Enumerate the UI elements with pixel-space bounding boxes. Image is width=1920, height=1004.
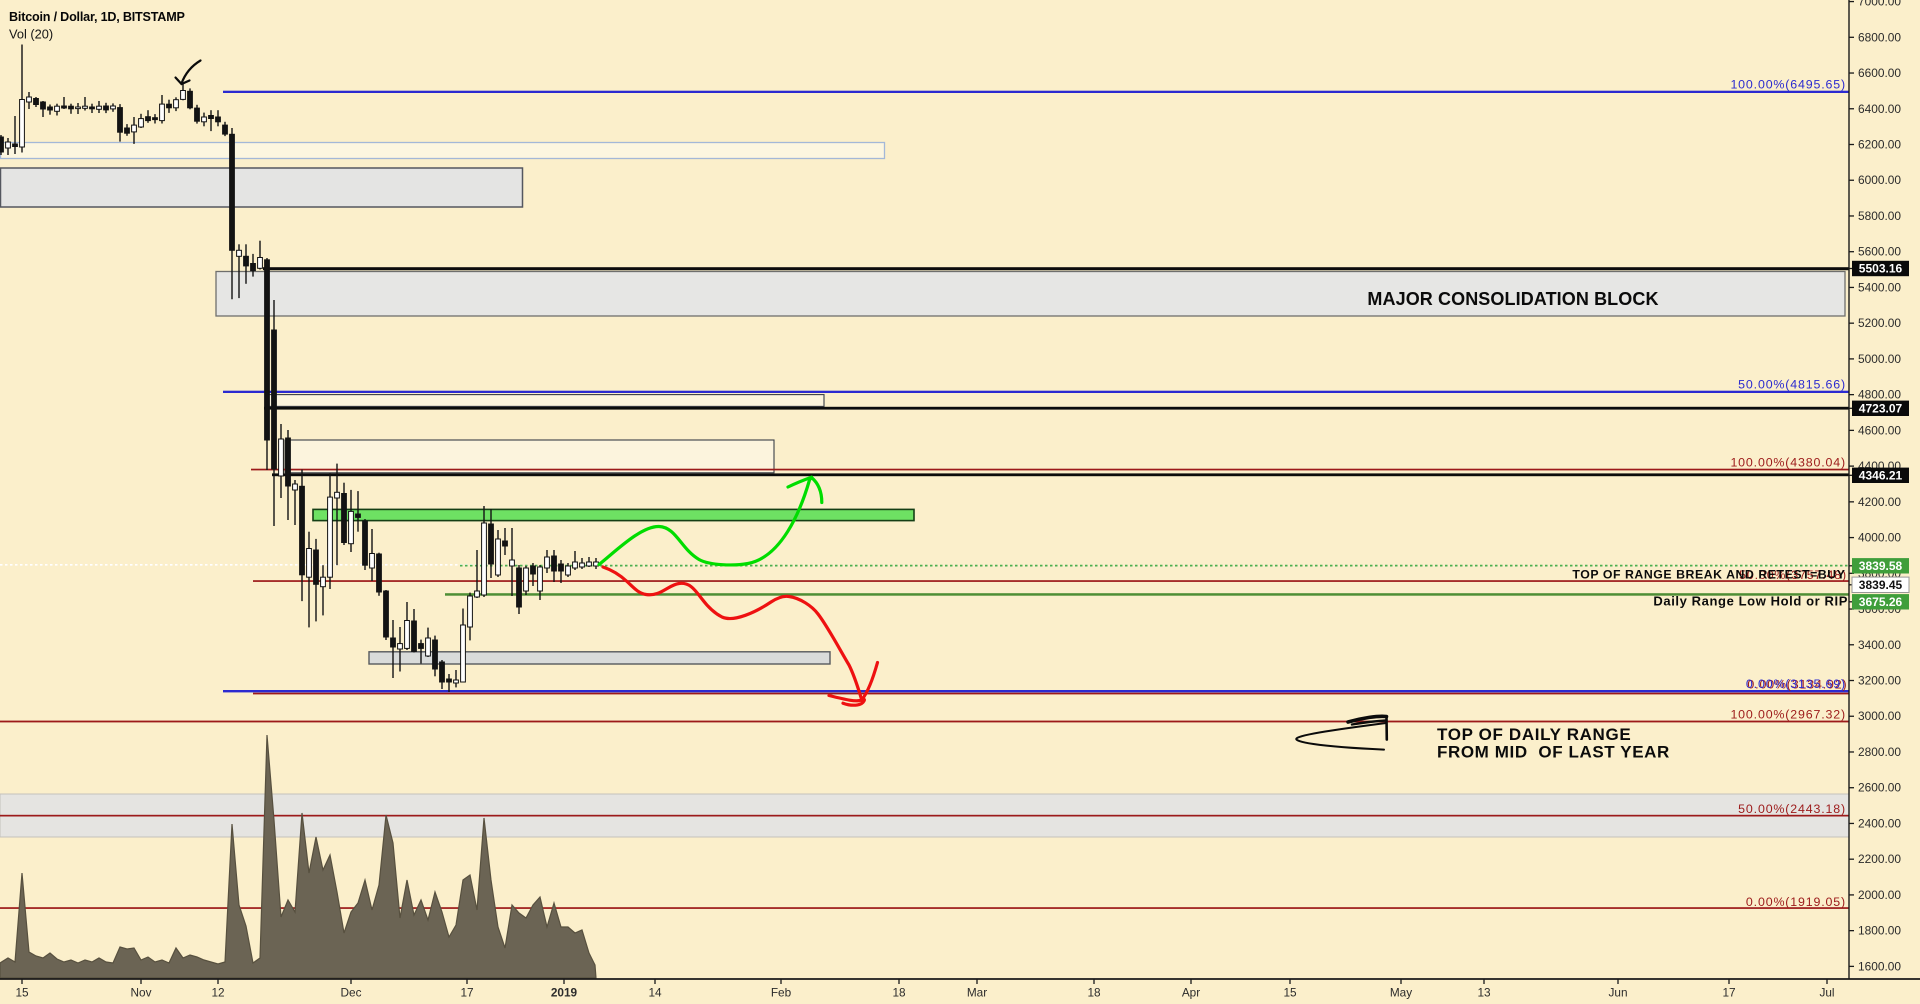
- svg-text:13: 13: [1477, 985, 1491, 999]
- svg-text:4723.07: 4723.07: [1859, 401, 1903, 415]
- svg-text:18: 18: [892, 985, 906, 999]
- svg-text:3839.58: 3839.58: [1859, 559, 1903, 573]
- svg-text:15: 15: [15, 985, 29, 999]
- svg-text:100.00%(4380.04): 100.00%(4380.04): [1730, 456, 1846, 470]
- svg-text:0.00%(3134.92): 0.00%(3134.92): [1747, 678, 1847, 692]
- svg-text:2800.00: 2800.00: [1858, 745, 1901, 759]
- svg-text:4000.00: 4000.00: [1858, 531, 1901, 545]
- svg-text:4200.00: 4200.00: [1858, 495, 1901, 509]
- svg-text:5000.00: 5000.00: [1858, 352, 1901, 366]
- svg-text:1800.00: 1800.00: [1858, 924, 1901, 938]
- svg-text:Bitcoin / Dollar, 1D, BITSTAMP: Bitcoin / Dollar, 1D, BITSTAMP: [9, 10, 185, 24]
- svg-text:6200.00: 6200.00: [1858, 138, 1901, 152]
- svg-text:100.00%(2967.32): 100.00%(2967.32): [1730, 708, 1846, 722]
- svg-text:5200.00: 5200.00: [1858, 316, 1901, 330]
- svg-text:50.00%(3757.48): 50.00%(3757.48): [1739, 568, 1847, 582]
- svg-text:6600.00: 6600.00: [1858, 66, 1901, 80]
- svg-text:Dec: Dec: [341, 985, 362, 999]
- svg-text:5400.00: 5400.00: [1858, 280, 1901, 294]
- svg-text:12: 12: [211, 985, 224, 999]
- svg-text:6000.00: 6000.00: [1858, 173, 1901, 187]
- svg-text:3000.00: 3000.00: [1858, 709, 1901, 723]
- svg-text:0.00%(3135.69): 0.00%(3135.69): [1746, 677, 1846, 691]
- svg-text:4600.00: 4600.00: [1858, 423, 1901, 437]
- svg-text:2000.00: 2000.00: [1858, 888, 1901, 902]
- svg-text:4800.00: 4800.00: [1858, 388, 1901, 402]
- svg-text:FROM MID OF LAST YEAR: FROM MID OF LAST YEAR: [1437, 743, 1670, 762]
- svg-text:1600.00: 1600.00: [1858, 959, 1901, 973]
- svg-text:6400.00: 6400.00: [1858, 102, 1901, 116]
- svg-text:15: 15: [1283, 985, 1297, 999]
- svg-text:2400.00: 2400.00: [1858, 816, 1901, 830]
- svg-text:May: May: [1390, 985, 1412, 999]
- svg-text:50.00%(4815.66): 50.00%(4815.66): [1738, 378, 1846, 392]
- svg-text:5800.00: 5800.00: [1858, 209, 1901, 223]
- svg-text:14: 14: [648, 985, 662, 999]
- svg-text:7000.00: 7000.00: [1858, 0, 1901, 9]
- svg-text:Apr: Apr: [1182, 985, 1200, 999]
- svg-text:0.00%(1919.05): 0.00%(1919.05): [1746, 895, 1846, 909]
- svg-text:Feb: Feb: [771, 985, 792, 999]
- svg-text:4346.21: 4346.21: [1859, 468, 1903, 482]
- svg-text:5503.16: 5503.16: [1859, 262, 1903, 276]
- svg-text:Jun: Jun: [1608, 985, 1627, 999]
- svg-text:Nov: Nov: [131, 985, 152, 999]
- svg-text:3839.45: 3839.45: [1859, 578, 1903, 592]
- svg-text:2200.00: 2200.00: [1858, 852, 1901, 866]
- svg-text:17: 17: [460, 985, 473, 999]
- svg-text:17: 17: [1722, 985, 1735, 999]
- svg-text:6800.00: 6800.00: [1858, 30, 1901, 44]
- svg-text:18: 18: [1087, 985, 1101, 999]
- svg-text:5600.00: 5600.00: [1858, 245, 1901, 259]
- svg-text:2600.00: 2600.00: [1858, 781, 1901, 795]
- svg-text:3400.00: 3400.00: [1858, 638, 1901, 652]
- svg-text:50.00%(2443.18): 50.00%(2443.18): [1738, 802, 1846, 816]
- svg-text:MAJOR CONSOLIDATION BLOCK: MAJOR CONSOLIDATION BLOCK: [1367, 289, 1658, 309]
- svg-text:100.00%(6495.65): 100.00%(6495.65): [1730, 78, 1846, 92]
- svg-text:2019: 2019: [551, 985, 578, 999]
- svg-text:3200.00: 3200.00: [1858, 674, 1901, 688]
- svg-text:TOP OF DAILY RANGE: TOP OF DAILY RANGE: [1437, 725, 1631, 744]
- svg-text:3675.26: 3675.26: [1859, 595, 1903, 609]
- svg-text:Vol (20): Vol (20): [9, 27, 53, 42]
- svg-text:Daily Range Low Hold or RIP: Daily Range Low Hold or RIP: [1653, 594, 1848, 609]
- svg-text:TOP OF RANGE BREAK AND RETEST=: TOP OF RANGE BREAK AND RETEST=BUY: [1572, 567, 1845, 581]
- svg-text:Jul: Jul: [1819, 985, 1834, 999]
- svg-text:Mar: Mar: [967, 985, 987, 999]
